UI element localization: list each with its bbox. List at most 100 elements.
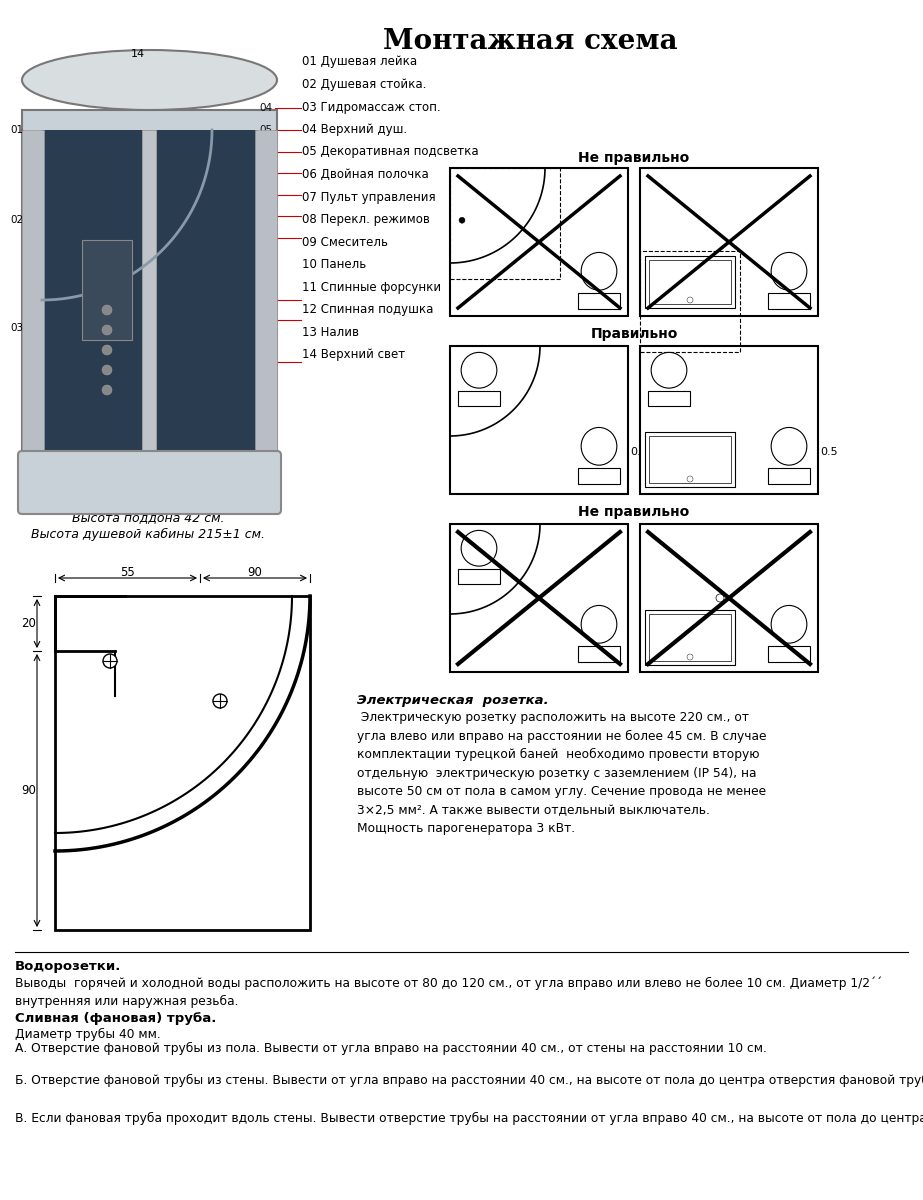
- Text: 09 Смеситель: 09 Смеситель: [302, 235, 388, 248]
- Text: Правильно: Правильно: [591, 326, 677, 341]
- Bar: [768, 646, 810, 662]
- Text: 10 Панель: 10 Панель: [302, 258, 366, 271]
- Bar: [768, 293, 810, 308]
- Text: 20: 20: [21, 617, 36, 630]
- Text: 08: 08: [260, 190, 273, 200]
- Text: 04 Верхний душ.: 04 Верхний душ.: [302, 122, 407, 136]
- Bar: [645, 610, 735, 665]
- Ellipse shape: [651, 353, 687, 388]
- Bar: [649, 614, 731, 661]
- Text: 0.5: 0.5: [630, 446, 648, 457]
- Text: 05 Декоративная подсветка: 05 Декоративная подсветка: [302, 145, 479, 158]
- Circle shape: [459, 392, 465, 398]
- Bar: [640, 168, 818, 316]
- Text: 02: 02: [10, 215, 24, 226]
- Text: А. Отверстие фановой трубы из пола. Вывести от угла вправо на расстоянии 40 см.,: А. Отверстие фановой трубы из пола. Выве…: [15, 1042, 767, 1055]
- Bar: [22, 110, 277, 510]
- Ellipse shape: [771, 606, 807, 643]
- Bar: [645, 432, 735, 487]
- Text: 0.5: 0.5: [478, 362, 496, 373]
- Text: 90: 90: [21, 784, 36, 797]
- Ellipse shape: [462, 530, 497, 566]
- Text: Сливная (фановая) труба.: Сливная (фановая) труба.: [15, 1012, 216, 1025]
- Circle shape: [687, 296, 693, 302]
- Text: Б. Отверстие фановой трубы из стены. Вывести от угла вправо на расстоянии 40 см.: Б. Отверстие фановой трубы из стены. Выв…: [15, 1074, 923, 1087]
- Text: 07: 07: [260, 168, 273, 178]
- Bar: [640, 524, 818, 672]
- Text: 05: 05: [260, 125, 273, 134]
- Text: Высота поддона 42 см.: Высота поддона 42 см.: [72, 511, 224, 524]
- Text: Водорозетки.: Водорозетки.: [15, 960, 122, 973]
- Text: Высота душевой кабины 215±1 см.: Высота душевой кабины 215±1 см.: [31, 528, 265, 540]
- Bar: [649, 436, 731, 482]
- Text: Электрическая  розетка.: Электрическая розетка.: [357, 694, 548, 707]
- Text: 01: 01: [10, 125, 24, 134]
- Text: 14: 14: [131, 49, 145, 59]
- Bar: [82, 240, 132, 340]
- Text: 01 Душевая лейка: 01 Душевая лейка: [302, 55, 417, 68]
- Text: 03: 03: [10, 323, 24, 332]
- Ellipse shape: [22, 50, 277, 110]
- Bar: [55, 596, 310, 930]
- Circle shape: [459, 570, 465, 576]
- Bar: [645, 256, 735, 308]
- Bar: [640, 346, 818, 494]
- Text: 14 Верхний свет: 14 Верхний свет: [302, 348, 405, 361]
- Circle shape: [102, 305, 112, 314]
- Bar: [142, 130, 156, 450]
- Circle shape: [687, 476, 693, 482]
- Circle shape: [213, 694, 227, 708]
- Bar: [578, 468, 620, 484]
- Bar: [640, 251, 740, 352]
- Bar: [255, 130, 277, 450]
- Text: Не правильно: Не правильно: [579, 151, 689, 164]
- Bar: [22, 130, 44, 450]
- Text: 0.5: 0.5: [820, 446, 838, 457]
- Text: Не правильно: Не правильно: [579, 505, 689, 518]
- Text: 10: 10: [260, 233, 273, 242]
- Bar: [450, 346, 628, 494]
- Text: 12 Спинная подушка: 12 Спинная подушка: [302, 302, 434, 316]
- Ellipse shape: [771, 427, 807, 466]
- Text: 13: 13: [259, 358, 273, 367]
- Circle shape: [102, 365, 112, 374]
- Ellipse shape: [581, 606, 617, 643]
- Text: 11 Спинные форсунки: 11 Спинные форсунки: [302, 281, 441, 294]
- Text: 11: 11: [259, 295, 273, 305]
- Text: 08 Перекл. режимов: 08 Перекл. режимов: [302, 214, 430, 226]
- Bar: [648, 391, 690, 406]
- Text: 103: 103: [150, 722, 172, 745]
- Bar: [578, 646, 620, 662]
- Bar: [450, 168, 628, 316]
- Text: 0.5: 0.5: [685, 362, 702, 373]
- Text: 07 Пульт управления: 07 Пульт управления: [302, 191, 436, 204]
- Text: 04: 04: [260, 103, 273, 113]
- FancyBboxPatch shape: [18, 451, 281, 514]
- Circle shape: [102, 385, 112, 395]
- Text: В. Если фановая труба проходит вдоль стены. Вывести отверстие трубы на расстояни: В. Если фановая труба проходит вдоль сте…: [15, 1112, 923, 1126]
- Circle shape: [459, 217, 465, 223]
- Text: 06 Двойная полочка: 06 Двойная полочка: [302, 168, 429, 181]
- Ellipse shape: [462, 353, 497, 388]
- Circle shape: [102, 346, 112, 355]
- Bar: [450, 524, 628, 672]
- Text: 09: 09: [260, 211, 273, 221]
- Bar: [649, 260, 731, 304]
- Text: 0.7: 0.7: [535, 449, 553, 460]
- Bar: [458, 391, 500, 406]
- Ellipse shape: [771, 252, 807, 290]
- Text: Монтажная схема: Монтажная схема: [383, 28, 677, 55]
- Circle shape: [687, 654, 693, 660]
- Circle shape: [102, 325, 112, 335]
- Text: 02 Душевая стойка.: 02 Душевая стойка.: [302, 78, 426, 91]
- Ellipse shape: [581, 252, 617, 290]
- Circle shape: [103, 654, 117, 668]
- Text: Диаметр трубы 40 мм.: Диаметр трубы 40 мм.: [15, 1028, 161, 1042]
- Text: 55: 55: [120, 565, 135, 578]
- Text: Электрическую розетку расположить на высоте 220 см., от
угла влево или вправо на: Электрическую розетку расположить на выс…: [357, 710, 766, 835]
- Circle shape: [716, 594, 724, 602]
- Text: 90: 90: [247, 565, 262, 578]
- Text: 03 Гидромассаж стоп.: 03 Гидромассаж стоп.: [302, 101, 440, 114]
- Bar: [42, 130, 257, 450]
- Text: 12: 12: [259, 314, 273, 325]
